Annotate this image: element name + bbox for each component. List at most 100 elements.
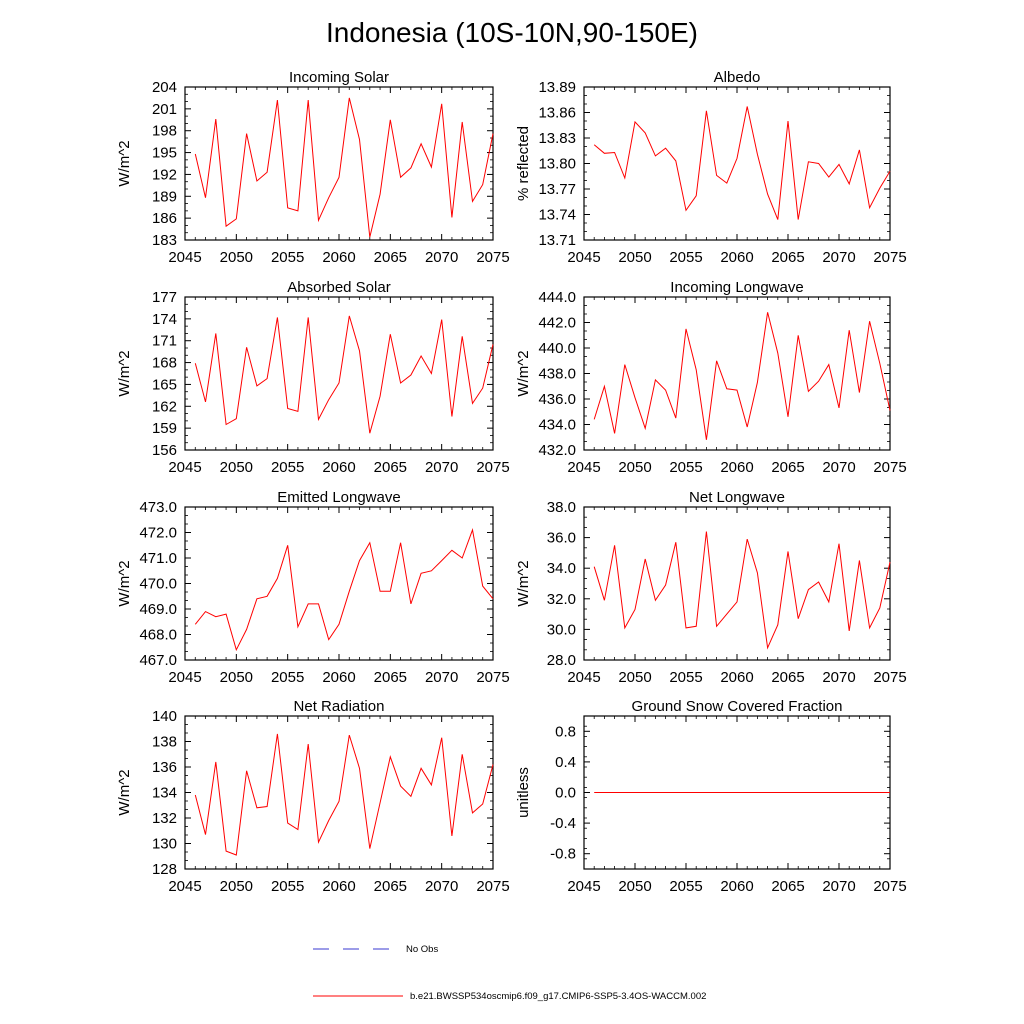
y-tick-label: 468.0 [139, 627, 177, 644]
y-tick-label: 444.0 [538, 289, 576, 306]
x-tick-label: 2070 [425, 878, 458, 895]
panel-title: Incoming Longwave [670, 279, 803, 296]
x-tick-label: 2065 [771, 249, 804, 266]
x-tick-label: 2065 [771, 878, 804, 895]
x-tick-label: 2060 [322, 669, 355, 686]
x-tick-label: 2045 [168, 878, 201, 895]
series-line [194, 97, 494, 238]
y-tick-label: 183 [152, 232, 177, 249]
y-axis-label: W/m^2 [515, 350, 532, 396]
y-tick-label: 13.86 [538, 105, 576, 122]
x-tick-label: 2075 [873, 669, 906, 686]
y-tick-label: 13.74 [538, 207, 576, 224]
y-tick-label: 467.0 [139, 652, 177, 669]
panel-5: Emitted Longwave W/m^2 2045 2050 2055 2060 206… [116, 489, 510, 686]
y-tick-label: 13.83 [538, 130, 576, 147]
y-tick-label: 471.0 [139, 550, 177, 567]
x-tick-label: 2070 [425, 669, 458, 686]
y-tick-label: 13.71 [538, 232, 576, 249]
x-tick-label: 2060 [322, 459, 355, 476]
x-tick-label: 2050 [220, 669, 253, 686]
panel-title: Absorbed Solar [287, 279, 390, 296]
x-tick-label: 2065 [771, 459, 804, 476]
x-tick-label: 2050 [618, 249, 651, 266]
plot-frame [184, 715, 494, 870]
y-tick-label: 195 [152, 145, 177, 162]
y-tick-label: 436.0 [538, 391, 576, 408]
y-tick-label: 440.0 [538, 340, 576, 357]
y-axis-label: W/m^2 [116, 140, 133, 186]
y-tick-label: 438.0 [538, 366, 576, 383]
x-tick-label: 2070 [425, 459, 458, 476]
x-tick-label: 2060 [720, 249, 753, 266]
x-tick-label: 2065 [374, 878, 407, 895]
legend-model-label: b.e21.BWSSP534oscmip6.f09_g17.CMIP6-SSP5… [410, 991, 706, 1002]
y-axis-label: W/m^2 [116, 560, 133, 606]
y-tick-label: 36.0 [547, 530, 576, 547]
panel-3: Absorbed Solar W/m^2 2045 2050 2055 2060 2065 2… [116, 279, 510, 476]
y-tick-label: 13.89 [538, 79, 576, 96]
x-tick-label: 2075 [873, 249, 906, 266]
y-tick-label: 442.0 [538, 315, 576, 332]
y-tick-label: 168 [152, 355, 177, 372]
y-tick-label: 201 [152, 101, 177, 118]
series-line [194, 315, 494, 434]
x-tick-label: 2060 [720, 459, 753, 476]
y-tick-label: 432.0 [538, 442, 576, 459]
y-tick-label: 138 [152, 734, 177, 751]
y-axis-label: % reflected [515, 126, 532, 201]
x-tick-label: 2070 [822, 459, 855, 476]
series-line [194, 733, 494, 856]
panel-title: Net Radiation [294, 698, 385, 715]
panel-4: Incoming Longwave W/m^2 2045 2050 2055 2060 20… [515, 279, 907, 476]
series-line [593, 106, 891, 220]
legend-obs-label: No Obs [406, 944, 438, 955]
x-tick-label: 2055 [271, 249, 304, 266]
x-tick-label: 2045 [567, 669, 600, 686]
series-line [593, 312, 891, 440]
y-tick-label: 0.4 [555, 754, 576, 771]
x-tick-label: 2060 [720, 878, 753, 895]
y-tick-label: 140 [152, 708, 177, 725]
x-tick-label: 2050 [220, 878, 253, 895]
y-tick-label: 473.0 [139, 499, 177, 516]
y-tick-label: 134 [152, 785, 177, 802]
y-tick-label: 192 [152, 166, 177, 183]
plot-frame [184, 296, 494, 451]
y-tick-label: 156 [152, 442, 177, 459]
y-tick-label: 13.80 [538, 156, 576, 173]
y-tick-label: 32.0 [547, 591, 576, 608]
y-tick-label: 0.8 [555, 723, 576, 740]
series-line [593, 531, 891, 650]
panel-1: Incoming Solar W/m^2 2045 2050 2055 2060 2065 2… [116, 69, 510, 266]
plot-frame [583, 86, 891, 241]
chart-panels: Incoming Solar W/m^2 2045 2050 2055 2060 2065 2… [116, 69, 907, 895]
y-tick-label: 174 [152, 311, 177, 328]
x-tick-label: 2060 [322, 878, 355, 895]
x-tick-label: 2045 [168, 459, 201, 476]
panel-title: Albedo [714, 69, 761, 86]
panel-7: Net Radiation W/m^2 2045 2050 2055 2060 2065 20… [116, 698, 510, 895]
y-axis-label: W/m^2 [116, 350, 133, 396]
x-tick-label: 2045 [567, 249, 600, 266]
x-tick-label: 2075 [873, 459, 906, 476]
panel-2: Albedo % reflected 2045 2050 2055 2060 2065 207… [515, 69, 907, 266]
x-tick-label: 2050 [618, 669, 651, 686]
x-tick-label: 2045 [168, 669, 201, 686]
panel-title: Ground Snow Covered Fraction [632, 698, 843, 715]
y-tick-label: 130 [152, 836, 177, 853]
x-tick-label: 2055 [669, 669, 702, 686]
x-tick-label: 2075 [476, 669, 509, 686]
x-tick-label: 2055 [271, 459, 304, 476]
figure-title: Indonesia (10S-10N,90-150E) [326, 17, 698, 48]
y-axis-label: W/m^2 [116, 769, 133, 815]
y-tick-label: 177 [152, 289, 177, 306]
x-tick-label: 2055 [271, 878, 304, 895]
plot-frame [184, 506, 494, 661]
x-tick-label: 2075 [476, 459, 509, 476]
x-tick-label: 2045 [168, 249, 201, 266]
y-tick-label: 204 [152, 79, 177, 96]
series-line [194, 528, 494, 652]
x-tick-label: 2075 [873, 878, 906, 895]
